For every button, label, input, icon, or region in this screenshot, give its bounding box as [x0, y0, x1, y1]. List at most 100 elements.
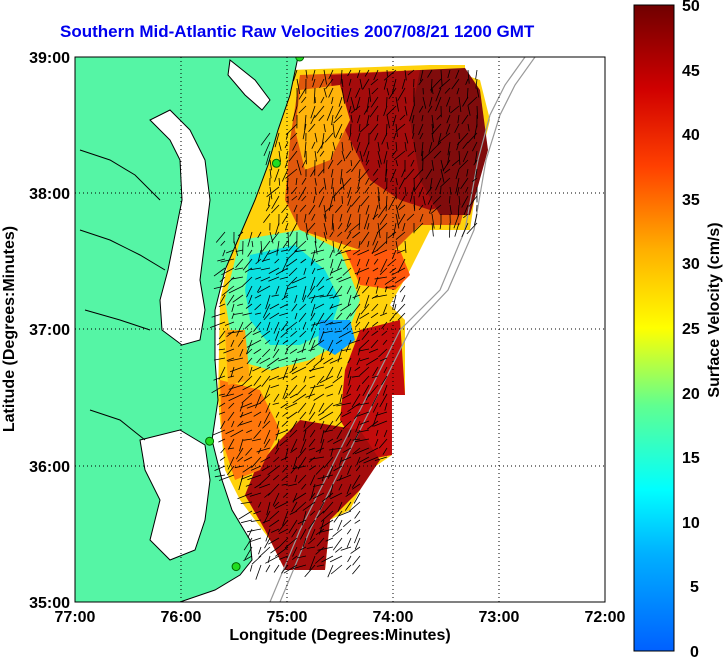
velocity-vector: [377, 204, 388, 218]
velocity-vector: [320, 420, 325, 430]
velocity-vector: [211, 384, 226, 394]
velocity-vector: [257, 285, 262, 293]
velocity-vector: [225, 429, 235, 435]
velocity-vector: [240, 411, 244, 418]
velocity-vector: [455, 69, 460, 79]
velocity-vector: [288, 150, 298, 162]
velocity-vector: [276, 438, 280, 450]
velocity-vector: [352, 294, 361, 299]
velocity-vector: [311, 267, 316, 275]
velocity-vector: [338, 483, 343, 491]
velocity-vector: [370, 96, 379, 108]
velocity-vector: [384, 285, 388, 293]
velocity-vector: [219, 294, 226, 305]
velocity-vector: [252, 366, 262, 372]
velocity-vector: [297, 519, 307, 525]
velocity-vector: [255, 276, 262, 280]
velocity-vector: [260, 330, 271, 338]
velocity-vector: [223, 348, 235, 354]
velocity-vector: [381, 132, 388, 145]
velocity-vector: [352, 555, 361, 566]
velocity-vector: [309, 474, 316, 486]
velocity-vector: [250, 267, 262, 271]
velocity-vector: [301, 483, 307, 490]
velocity-vector: [265, 150, 271, 166]
velocity-vector: [274, 330, 280, 341]
velocity-vector: [289, 510, 298, 515]
velocity-vector: [359, 78, 363, 89]
velocity-vector: [329, 231, 334, 238]
velocity-vector: [310, 321, 316, 332]
velocity-vector: [264, 339, 271, 345]
velocity-vector: [286, 177, 289, 189]
velocity-vector: [264, 537, 271, 549]
velocity-vector: [250, 519, 262, 522]
velocity-vector: [312, 492, 325, 500]
velocity-vector: [251, 555, 262, 565]
velocity-vector: [473, 123, 478, 140]
velocity-vector: [371, 249, 379, 254]
velocity-vector: [259, 357, 271, 365]
velocity-vector: [281, 474, 289, 481]
velocity-vector: [327, 564, 334, 578]
velocity-vector: [230, 276, 244, 280]
velocity-vector: [282, 240, 289, 249]
colorbar-tick: 45: [682, 63, 700, 80]
velocity-vector: [448, 105, 451, 113]
velocity-vector: [275, 429, 289, 436]
y-tick: 35:00: [29, 595, 70, 612]
velocity-vector: [295, 177, 298, 186]
velocity-vector: [346, 312, 352, 320]
velocity-vector: [290, 330, 298, 337]
velocity-vector: [323, 69, 327, 85]
velocity-vector: [334, 105, 343, 119]
velocity-vector: [305, 393, 316, 398]
velocity-vector: [253, 348, 262, 355]
velocity-vector: [227, 465, 235, 476]
velocity-vector: [432, 195, 442, 205]
velocity-vector: [431, 159, 435, 171]
velocity-vector: [354, 528, 361, 544]
velocity-vector: [354, 366, 361, 372]
velocity-vector: [314, 177, 317, 186]
velocity-vector: [317, 168, 325, 177]
velocity-vector: [358, 456, 370, 463]
station-marker: [205, 436, 215, 446]
velocity-vector: [288, 267, 298, 277]
velocity-vector: [246, 429, 253, 433]
velocity-vector: [380, 312, 388, 317]
velocity-vector: [213, 285, 226, 289]
colorbar-tick: 10: [682, 515, 700, 532]
velocity-vector: [297, 555, 307, 559]
velocity-vector: [404, 240, 407, 253]
velocity-vector: [438, 78, 451, 89]
velocity-vector: [347, 294, 352, 306]
velocity-vector: [356, 132, 361, 142]
velocity-vector: [271, 528, 280, 533]
colorbar-tick: 15: [682, 450, 700, 467]
velocity-vector: [466, 168, 469, 177]
velocity-vector: [386, 141, 389, 150]
y-axis-ticks: 39:00 38:00 37:00 36:00 35:00: [29, 50, 70, 612]
velocity-vector: [310, 312, 316, 321]
velocity-vector: [271, 195, 280, 209]
velocity-vector: [324, 384, 334, 389]
velocity-vector: [308, 294, 325, 299]
velocity-vector: [284, 348, 289, 355]
velocity-vector: [227, 438, 235, 450]
velocity-vector: [302, 501, 316, 511]
velocity-vector: [323, 123, 326, 133]
velocity-vector: [229, 366, 244, 373]
velocity-vector: [466, 87, 469, 99]
velocity-vector: [319, 375, 334, 384]
velocity-vector: [362, 384, 370, 397]
velocity-vector: [332, 222, 335, 232]
velocity-vector: [316, 564, 325, 567]
velocity-vector: [318, 402, 325, 413]
velocity-vector: [276, 420, 280, 429]
velocity-vector: [370, 312, 379, 319]
velocity-vector: [346, 168, 352, 174]
station-marker: [271, 158, 281, 168]
velocity-vector: [323, 456, 334, 469]
velocity-vector: [337, 348, 343, 363]
